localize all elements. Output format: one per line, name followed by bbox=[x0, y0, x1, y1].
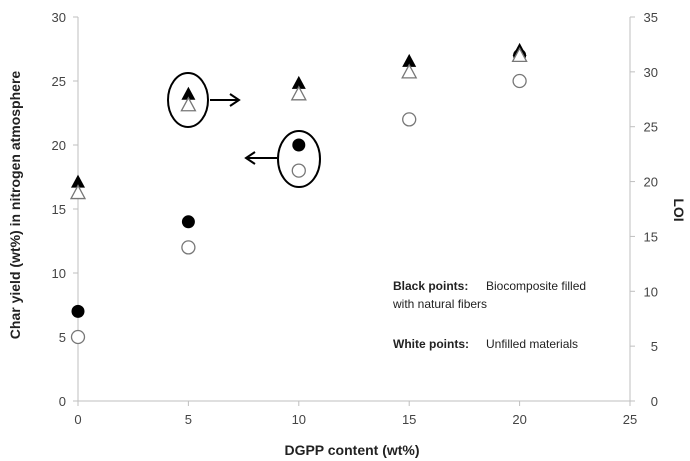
data-points bbox=[69, 42, 528, 345]
open-triangle-point bbox=[290, 85, 307, 101]
filled-circle-point bbox=[292, 138, 306, 152]
open-triangle-point bbox=[180, 96, 197, 112]
y-tick-label: 15 bbox=[52, 202, 66, 217]
filled-triangle-point bbox=[71, 174, 85, 188]
y2-tick-label: 20 bbox=[644, 175, 658, 190]
x-tick-label: 25 bbox=[623, 412, 637, 427]
open-triangle-point bbox=[401, 63, 418, 79]
filled-circle-point bbox=[71, 304, 85, 318]
filled-triangle-point bbox=[291, 75, 306, 89]
left-arrow-head bbox=[244, 151, 256, 165]
black-points-text-1: Biocomposite filled bbox=[486, 279, 586, 293]
open-circle-point bbox=[512, 73, 527, 89]
y2-tick-label: 15 bbox=[644, 229, 658, 244]
y-axis-title: Char yield (wt%) in nitrogen atmosphere bbox=[7, 71, 23, 340]
x-tick-label: 20 bbox=[512, 412, 526, 427]
white-points-label: White points: bbox=[393, 337, 469, 351]
filled-triangle-point bbox=[402, 53, 417, 67]
y-tick-label: 5 bbox=[59, 330, 66, 345]
x-tick-label: 15 bbox=[402, 412, 416, 427]
x-axis-title: DGPP content (wt%) bbox=[284, 442, 419, 458]
y2-tick-label: 0 bbox=[651, 394, 658, 409]
triangle-callout-ellipse bbox=[167, 72, 209, 128]
open-circle-point bbox=[291, 163, 306, 178]
open-circle-point bbox=[70, 329, 86, 345]
filled-circle-point bbox=[181, 215, 195, 229]
y-tick-label: 0 bbox=[59, 394, 66, 409]
x-tick-label: 10 bbox=[292, 412, 306, 427]
y2-axis-title: LOI bbox=[671, 198, 687, 221]
y-tick-label: 30 bbox=[52, 10, 66, 25]
open-circle-point bbox=[181, 240, 196, 255]
y2-tick-label: 5 bbox=[651, 339, 658, 354]
right-arrow-head bbox=[229, 93, 241, 107]
y2-tick-label: 25 bbox=[644, 120, 658, 135]
x-tick-label: 0 bbox=[74, 412, 81, 427]
y2-tick-label: 10 bbox=[644, 284, 658, 299]
y2-tick-label: 30 bbox=[644, 65, 658, 80]
circle-callout-ellipse bbox=[277, 130, 321, 188]
tick-labels: 0 5 10 15 20 25 0 5 10 15 20 25 30 0 5 10 15 20 25 30 35 bbox=[52, 10, 658, 427]
open-triangle-point bbox=[69, 184, 87, 200]
y-tick-label: 10 bbox=[52, 266, 66, 281]
black-points-label: Black points: bbox=[393, 279, 468, 293]
black-points-text-2: with natural fibers bbox=[392, 297, 487, 311]
y-tick-label: 20 bbox=[52, 138, 66, 153]
open-circle-point bbox=[402, 112, 417, 127]
y2-tick-label: 35 bbox=[644, 10, 658, 25]
x-tick-label: 5 bbox=[185, 412, 192, 427]
white-points-text: Unfilled materials bbox=[486, 337, 578, 351]
callouts bbox=[167, 72, 321, 188]
filled-triangle-point bbox=[181, 86, 196, 100]
open-triangle-point bbox=[511, 47, 528, 63]
y-tick-label: 25 bbox=[52, 74, 66, 89]
